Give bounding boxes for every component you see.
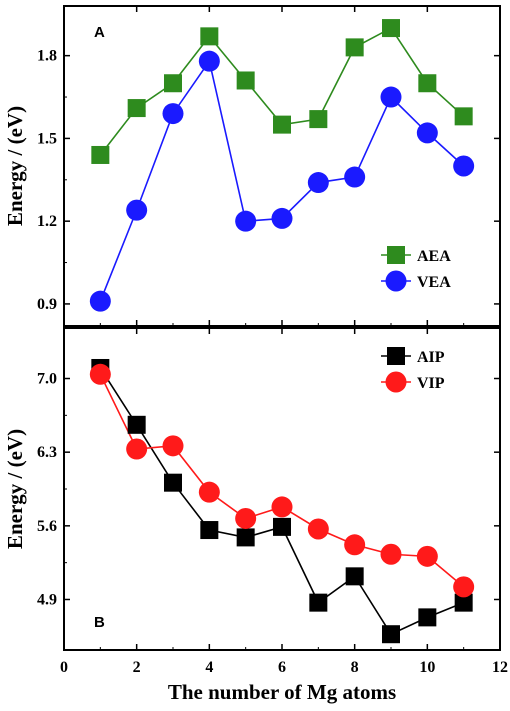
panel-a-series-aea-point — [345, 38, 364, 57]
panel-a-ytick-label: 1.8 — [37, 48, 57, 65]
panel-b-xtick-label: 0 — [60, 659, 68, 676]
panel-b-series-vip-point — [162, 435, 184, 457]
panel-a-ytick-label: 1.5 — [37, 130, 57, 147]
panel-b-ylabel: Energy / (eV) — [3, 429, 27, 549]
panel-b-series-aip-point — [273, 517, 291, 536]
panel-b-series-vip-point — [198, 481, 220, 503]
panel-a-series-aea-point — [382, 19, 400, 38]
panel-a-ytick-label: 1.2 — [37, 213, 57, 230]
panel-b-series-vip-point — [344, 534, 366, 556]
panel-b-series-vip-point — [307, 518, 329, 540]
panel-a-series-aea-point — [454, 107, 473, 126]
panel-b-label: B — [94, 614, 105, 631]
panel-b-series-vip-point — [89, 363, 111, 385]
panel-a-ytick-label: 0.9 — [37, 296, 57, 313]
panel-a-series-vea-line — [99, 59, 465, 302]
panel-a-series-vea-point — [235, 210, 257, 232]
panel-b-series-vip-point — [271, 496, 293, 518]
panel-b-legend-label: VIP — [417, 375, 445, 392]
panel-b-series-aip-point — [236, 528, 255, 547]
panel-a-series-aea-point — [309, 110, 328, 129]
panel-b-xtick-label: 6 — [278, 659, 286, 676]
panel-b-series-aip-point — [454, 593, 473, 612]
panel-a-series-vea-point — [344, 166, 366, 188]
panel-b-series-aip-point — [345, 567, 364, 586]
panel-a-series-vea-point — [453, 155, 475, 177]
panel-b-xtick-label: 12 — [492, 659, 508, 676]
panel-a-legend-marker — [385, 270, 407, 292]
panel-a-legend-label: AEA — [417, 248, 451, 265]
panel-b-legend-label: AIP — [417, 349, 445, 366]
panel-b-series-aip-point — [164, 473, 182, 492]
panel-b-legend-marker — [385, 371, 407, 393]
panel-a-series-aea-point — [91, 145, 110, 164]
panel-b-series-vip-point — [235, 507, 257, 529]
panel-a-series-aea-point — [200, 27, 219, 46]
panel-b-ytick-label: 4.9 — [37, 591, 57, 608]
panel-a-series-vea-point — [307, 172, 329, 194]
panel-b-series-aip-point — [309, 593, 328, 612]
panel-b-series-vip-point — [126, 438, 148, 460]
panel-b-series-vip-point — [416, 545, 438, 567]
panel-b-xtick-label: 2 — [133, 659, 141, 676]
panel-b-xtick-label: 8 — [351, 659, 359, 676]
panel-b-series-vip-point — [380, 543, 402, 565]
panel-a-series-aea-point — [164, 74, 182, 93]
panel-a-series-aea-point — [418, 74, 437, 93]
x-axis-title: The number of Mg atoms — [168, 680, 396, 704]
panel-a-series-aea-point — [127, 99, 146, 118]
panel-b-ytick-label: 7.0 — [37, 371, 57, 388]
panel-a-series-aea-point — [236, 71, 255, 90]
panel-b-series-aip-point — [382, 625, 400, 644]
panel-a-series-aea-point — [273, 115, 291, 134]
panel-b-series-aip-point — [127, 415, 146, 434]
panel-b-legend-marker — [387, 347, 405, 365]
panel-b-series-aip-point — [200, 521, 219, 540]
panel-a-series-vea-point — [271, 207, 293, 229]
panel-a-label: A — [94, 24, 105, 41]
panel-a-series-aea-line — [99, 27, 465, 156]
panel-b-series-aip-point — [418, 608, 437, 627]
panel-b-ytick-label: 6.3 — [37, 444, 57, 461]
panel-a-series-vea-point — [162, 103, 184, 125]
panel-b-xtick-label: 4 — [205, 659, 213, 676]
panel-b-series-vip-line — [99, 373, 465, 588]
panel-b-series-vip-point — [453, 576, 475, 598]
panel-a-legend-label: VEA — [417, 274, 451, 291]
panel-a-series-vea-point — [89, 290, 111, 312]
panel-a-series-vea-point — [416, 122, 438, 144]
panel-a-series-vea-point — [126, 199, 148, 221]
panel-b-ytick-label: 5.6 — [37, 518, 57, 535]
panel-a-ylabel: Energy / (eV) — [3, 106, 27, 226]
panel-a-series-vea-point — [380, 86, 402, 108]
panel-b-xtick-label: 10 — [419, 659, 435, 676]
panel-a-series-vea-point — [198, 50, 220, 72]
panel-a-legend-marker — [387, 246, 405, 264]
